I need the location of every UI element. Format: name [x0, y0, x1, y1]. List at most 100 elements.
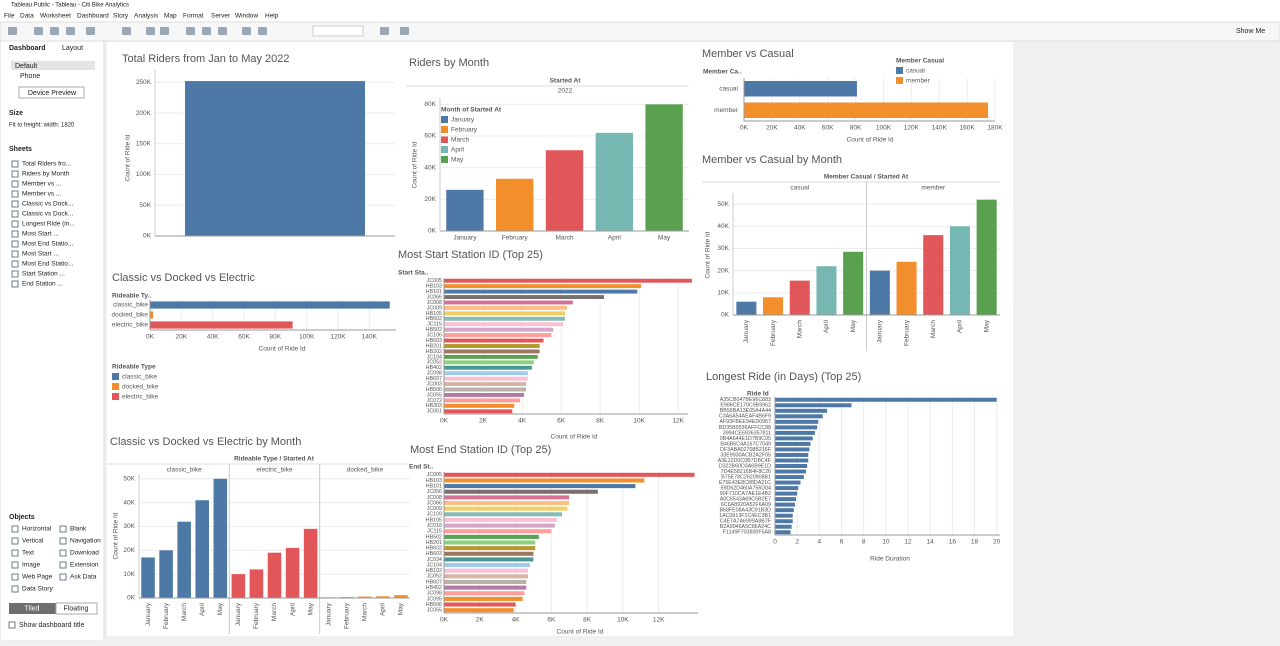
object-icon [59, 561, 67, 569]
x-tick-label: 2K [476, 617, 485, 624]
object-icon [59, 549, 67, 557]
sheet-item[interactable]: Most Start ... [22, 231, 59, 238]
x-tick-label: 2 [795, 539, 799, 546]
sheet-item[interactable]: Most End Statio... [22, 261, 73, 268]
toolbar-icon[interactable] [160, 27, 169, 35]
bar [195, 500, 210, 598]
row-label: F1149F703800F5A8 [723, 530, 771, 536]
bar [744, 81, 857, 97]
bar [444, 472, 695, 477]
menu-item[interactable]: Data [20, 13, 34, 20]
y-tick-label: 40K [424, 164, 436, 171]
sheet-item[interactable]: Start Station ... [22, 271, 65, 278]
toolbar-icon[interactable] [66, 27, 75, 35]
tab-layout[interactable]: Layout [62, 45, 83, 52]
object-item[interactable]: Vertical [22, 538, 44, 545]
column-subheader: 2022 [558, 88, 573, 95]
row-label: JC005 [427, 472, 442, 478]
tab-dashboard[interactable]: Dashboard [9, 45, 46, 52]
toolbar-icon[interactable] [34, 27, 43, 35]
object-item[interactable]: Blank [70, 526, 87, 533]
menu-item[interactable]: Window [235, 13, 258, 20]
menu-item[interactable]: Analysis [134, 13, 159, 20]
bar [444, 534, 539, 539]
sheet-item[interactable]: Total Riders fro... [22, 161, 71, 168]
toolbar-icon[interactable] [8, 27, 17, 35]
row-label: HB506 [426, 387, 442, 393]
menu-item[interactable]: Format [183, 13, 204, 20]
title-checkbox[interactable] [8, 621, 16, 629]
menu-item[interactable]: Dashboard [77, 13, 109, 20]
toolbar-icon[interactable] [186, 27, 195, 35]
toolbar-icon[interactable] [258, 27, 267, 35]
sheet-item[interactable]: Classic vs Dock... [22, 201, 73, 208]
row-label: 7D4E58216B4F8C26 [721, 469, 771, 475]
toolbar-icon[interactable] [380, 27, 389, 35]
toolbar-icon[interactable] [242, 27, 251, 35]
bar [444, 300, 573, 305]
sheet-item[interactable]: Riders by Month [22, 171, 70, 178]
objects-heading: Objects [9, 514, 35, 521]
row-label: JC098 [427, 371, 442, 377]
object-item[interactable]: Download [70, 550, 99, 557]
device-preview-button[interactable] [18, 86, 85, 99]
object-item[interactable]: Horizontal [22, 526, 52, 533]
object-item[interactable]: Image [22, 562, 40, 569]
legend-swatch [441, 126, 448, 133]
device-phone[interactable]: Phone [20, 73, 40, 80]
size-value[interactable]: Fit to height: width: 1820 [9, 123, 75, 129]
bar [444, 382, 526, 387]
sheet-item[interactable]: Member vs ... [22, 191, 62, 198]
toolbar-dropdown[interactable] [312, 25, 364, 37]
sheet-item[interactable]: Classic vs Dock... [22, 211, 73, 218]
menu-item[interactable]: File [4, 13, 15, 20]
sheets-heading: Sheets [9, 146, 32, 153]
object-item[interactable]: Ask Data [70, 574, 97, 581]
menu-item[interactable]: Server [211, 13, 231, 20]
toolbar-icon[interactable] [400, 27, 409, 35]
side-panel [0, 40, 105, 642]
toolbar-icon[interactable] [202, 27, 211, 35]
object-item[interactable]: Text [22, 550, 34, 557]
sheet-item[interactable]: Longest Ride (in... [22, 221, 75, 228]
tiled-button[interactable] [9, 603, 56, 614]
row-label: JC072 [427, 398, 442, 404]
object-icon [11, 549, 19, 557]
row-label: C3A6A54AEAF4B6F9 [719, 414, 771, 420]
object-item[interactable]: Extension [70, 562, 99, 569]
column-header: Rideable Type / Started At [234, 456, 315, 463]
bar [444, 295, 605, 299]
x-tick-label: 6 [840, 539, 844, 546]
bar [444, 360, 534, 365]
row-label: member [714, 107, 739, 114]
bar [775, 425, 818, 430]
menu-item[interactable]: Worksheet [40, 13, 71, 20]
row-label: HB602 [426, 316, 442, 322]
object-item[interactable]: Data Story [22, 586, 53, 593]
device-default[interactable]: Default [15, 63, 37, 70]
show-me[interactable]: Show Me [1236, 28, 1265, 35]
sheet-item[interactable]: Member vs ... [22, 181, 62, 188]
toolbar-icon[interactable] [86, 27, 95, 35]
toolbar-icon[interactable] [146, 27, 155, 35]
sheet-item[interactable]: Most Start ... [22, 251, 59, 258]
legend-label: casual [906, 68, 925, 75]
x-tick-label: 12K [672, 418, 684, 425]
sheet-item[interactable]: End Station ... [22, 281, 63, 288]
object-item[interactable]: Navigation [70, 538, 101, 545]
x-tick-label: 8K [596, 418, 605, 425]
menu-item[interactable]: Story [113, 13, 129, 20]
x-tick-label: 160K [960, 125, 976, 132]
row-label: JC066 [427, 294, 442, 300]
toolbar-icon[interactable] [122, 27, 131, 35]
bar [775, 519, 793, 524]
toolbar-icon[interactable] [50, 27, 59, 35]
floating-button[interactable] [55, 602, 98, 615]
object-item[interactable]: Web Page [22, 574, 53, 581]
sheet-item[interactable]: Most End Statio... [22, 241, 73, 248]
menu-item[interactable]: Map [164, 13, 177, 20]
menu-item[interactable]: Help [265, 13, 279, 20]
row-label: B2A9046A5C86A24C [720, 524, 771, 530]
object-icon [59, 537, 67, 545]
toolbar-icon[interactable] [218, 27, 227, 35]
